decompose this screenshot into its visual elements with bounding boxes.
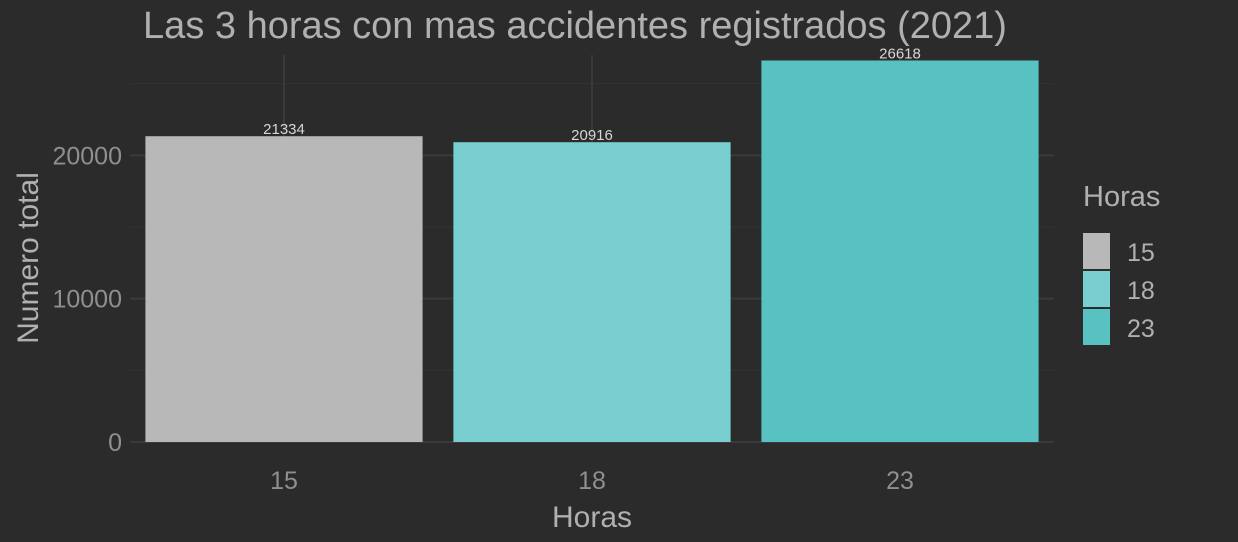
bars bbox=[145, 60, 1039, 443]
bar-18 bbox=[453, 142, 731, 443]
x-axis-ticks: 15 18 23 bbox=[270, 467, 914, 495]
legend: Horas 15 18 23 bbox=[1083, 181, 1160, 345]
legend-key-18 bbox=[1083, 271, 1110, 307]
bar-label-23: 26618 bbox=[879, 45, 921, 62]
legend-items: 15 18 23 bbox=[1083, 233, 1155, 345]
x-tick-15: 15 bbox=[270, 467, 298, 495]
y-tick-10000: 10000 bbox=[52, 286, 122, 314]
bar-23 bbox=[761, 60, 1039, 442]
x-tick-23: 23 bbox=[886, 467, 914, 495]
bar-data-labels: 21334 20916 26618 bbox=[263, 45, 921, 144]
legend-label-18: 18 bbox=[1127, 277, 1155, 305]
bar-label-15: 21334 bbox=[263, 121, 305, 138]
x-tick-18: 18 bbox=[578, 467, 606, 495]
chart-title: Las 3 horas con mas accidentes registrad… bbox=[143, 5, 1007, 47]
bar-label-18: 20916 bbox=[571, 127, 613, 144]
legend-label-23: 23 bbox=[1127, 315, 1155, 343]
legend-title: Horas bbox=[1083, 181, 1160, 213]
y-axis-ticks: 0 10000 20000 bbox=[52, 142, 122, 457]
y-tick-0: 0 bbox=[108, 429, 122, 457]
bar-15 bbox=[145, 136, 423, 443]
legend-label-15: 15 bbox=[1127, 239, 1155, 267]
x-axis-label: Horas bbox=[552, 501, 632, 534]
legend-key-23 bbox=[1083, 309, 1110, 345]
y-tick-20000: 20000 bbox=[52, 142, 122, 170]
y-axis-label: Numero total bbox=[12, 172, 45, 344]
legend-key-15 bbox=[1083, 233, 1110, 269]
